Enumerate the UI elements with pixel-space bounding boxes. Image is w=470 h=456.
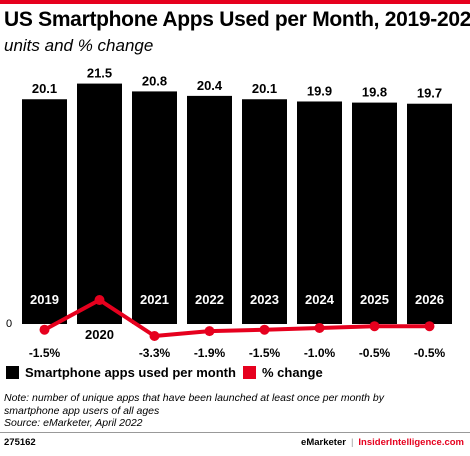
footer-brand: eMarketer | InsiderIntelligence.com bbox=[301, 437, 464, 448]
bar-2026 bbox=[407, 103, 452, 324]
percent-change-line bbox=[43, 298, 430, 338]
legend-item-apps: Smartphone apps used per month bbox=[6, 363, 236, 381]
note-line-1: Note: number of unique apps that have be… bbox=[4, 392, 385, 404]
percent-change-point-2025 bbox=[369, 321, 380, 332]
bar-2024 bbox=[297, 101, 342, 325]
zero-axis-label: 0 bbox=[6, 318, 12, 330]
percent-change-point-2026 bbox=[424, 321, 435, 332]
note-source: Source: eMarketer, April 2022 bbox=[4, 417, 143, 429]
bar-value-label: 20.8 bbox=[142, 73, 167, 88]
bar-value-label: 19.7 bbox=[417, 86, 442, 101]
bar-value-label: 20.1 bbox=[252, 81, 277, 96]
percent-change-label: -1.5% bbox=[249, 346, 281, 360]
note-line-2: smartphone app users of all ages bbox=[4, 404, 160, 417]
legend-swatch-change bbox=[243, 365, 256, 379]
x-tick-label-2025: 2025 bbox=[360, 292, 389, 307]
percent-change-label: 7.0% bbox=[86, 279, 114, 293]
legend-label-apps: Smartphone apps used per month bbox=[25, 364, 236, 380]
chart-id: 275162 bbox=[4, 437, 36, 448]
chart-area: 0 20.1 2019 21.5 2020 20.8 2021 20.4 2022 20.1 202… bbox=[6, 66, 452, 360]
bar-2020 bbox=[77, 83, 122, 324]
legend-item-change: % change bbox=[243, 363, 323, 381]
bar-2019 bbox=[22, 99, 67, 324]
top-accent-line bbox=[0, 0, 470, 4]
percent-change-label: -1.9% bbox=[194, 346, 226, 360]
percent-change-label: -1.5% bbox=[29, 346, 61, 360]
chart-title: US Smartphone Apps Used per Month, 2019-… bbox=[4, 8, 470, 31]
percent-change-point-2022 bbox=[204, 326, 215, 337]
footer-divider bbox=[0, 432, 470, 433]
percent-change-label: -3.3% bbox=[139, 346, 171, 360]
chart-subtitle: units and % change bbox=[4, 36, 154, 55]
percent-change-point-2021 bbox=[149, 331, 160, 341]
percent-change-point-2024 bbox=[314, 322, 325, 333]
x-tick-label-2020: 2020 bbox=[85, 327, 114, 342]
chart-note: Note: number of unique apps that have be… bbox=[4, 392, 444, 430]
bar-2025 bbox=[352, 102, 397, 324]
percent-change-label: -0.5% bbox=[359, 346, 391, 360]
bar-2022 bbox=[187, 95, 232, 325]
percent-change-point-2023 bbox=[259, 324, 270, 335]
brand-name: eMarketer bbox=[301, 437, 346, 448]
bar-2023 bbox=[242, 99, 287, 324]
percent-change-point-2020 bbox=[94, 295, 105, 305]
legend-label-change: % change bbox=[262, 364, 323, 380]
bar-value-label: 19.9 bbox=[307, 83, 332, 98]
x-tick-label-2021: 2021 bbox=[140, 292, 169, 307]
percent-change-label: -1.0% bbox=[304, 346, 336, 360]
bar-value-label: 19.8 bbox=[362, 85, 387, 100]
legend-swatch-apps bbox=[6, 365, 19, 379]
x-tick-label-2024: 2024 bbox=[305, 292, 335, 307]
bar-value-label: 20.4 bbox=[197, 78, 223, 93]
x-tick-label-2022: 2022 bbox=[195, 292, 224, 307]
x-tick-label-2019: 2019 bbox=[30, 292, 59, 307]
bar-value-label: 20.1 bbox=[32, 81, 57, 96]
brand-site: InsiderIntelligence.com bbox=[358, 437, 464, 448]
bar-value-label: 21.5 bbox=[87, 66, 112, 81]
percent-change-label: -0.5% bbox=[414, 346, 446, 360]
percent-change-point-2019 bbox=[39, 324, 50, 335]
x-tick-label-2023: 2023 bbox=[250, 292, 279, 307]
x-tick-label-2026: 2026 bbox=[415, 292, 444, 307]
bar-2021 bbox=[132, 91, 177, 324]
brand-separator: | bbox=[350, 437, 354, 448]
